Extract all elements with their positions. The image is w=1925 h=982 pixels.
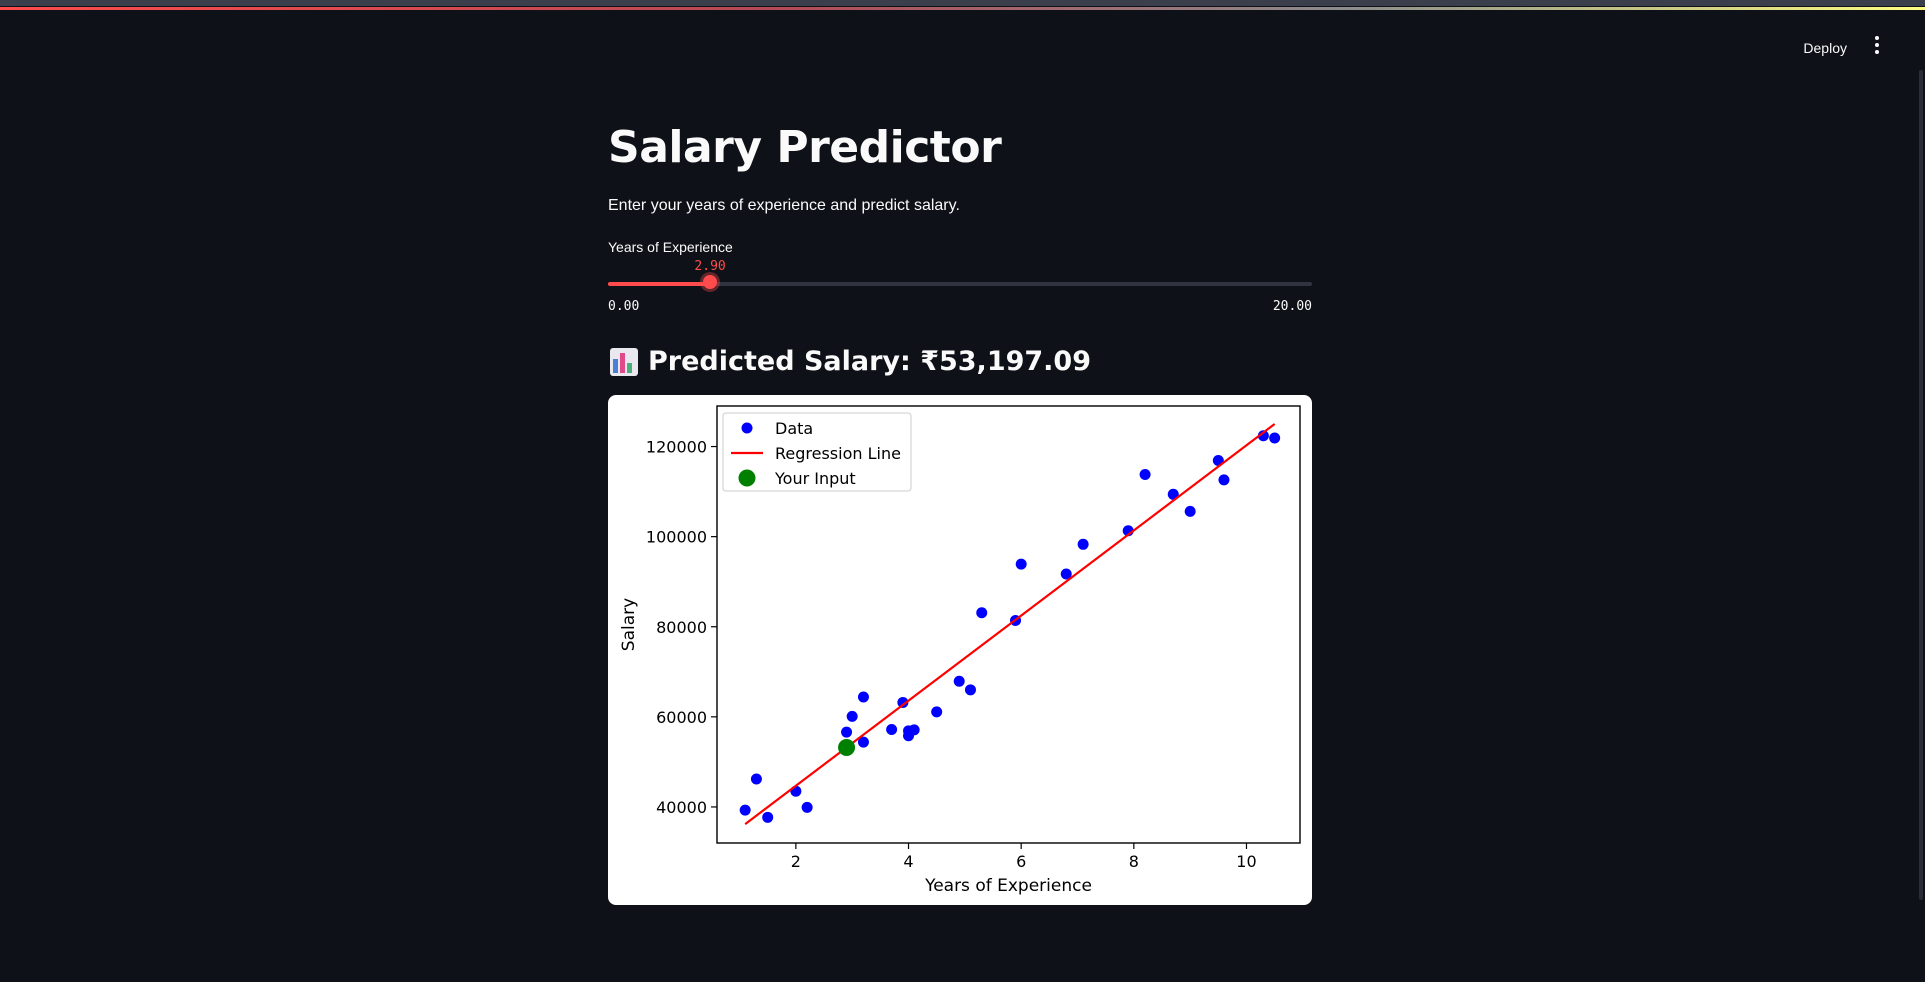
data-point: [1060, 568, 1072, 580]
predicted-salary-heading: Predicted Salary: ₹53,197.09: [610, 346, 1091, 377]
data-point: [1257, 430, 1269, 442]
deploy-button[interactable]: Deploy: [1803, 40, 1847, 56]
slider-current-value: 2.90: [694, 259, 726, 274]
data-point: [739, 804, 751, 816]
y-tick-label: 80000: [656, 618, 707, 637]
x-tick-label: 4: [903, 852, 913, 871]
page-subtitle: Enter your years of experience and predi…: [608, 197, 960, 214]
data-point: [1167, 488, 1179, 500]
top-gradient-line: [0, 7, 1925, 10]
slider-fill: [608, 282, 711, 286]
data-point: [908, 724, 920, 736]
data-point: [857, 736, 869, 748]
x-tick-label: 8: [1129, 852, 1139, 871]
data-point: [1269, 432, 1281, 444]
legend-swatch-marker: [741, 422, 753, 434]
data-point: [1218, 474, 1230, 486]
y-axis-label: Salary: [619, 598, 639, 651]
data-point: [1139, 468, 1151, 480]
vertical-ellipsis-icon[interactable]: [1867, 33, 1887, 57]
data-point: [762, 811, 774, 823]
x-axis-label: Years of Experience: [924, 876, 1092, 896]
y-tick-label: 40000: [656, 798, 707, 817]
experience-slider[interactable]: [608, 275, 1312, 289]
your-input-point: [838, 739, 856, 757]
data-point: [953, 675, 965, 687]
x-tick-label: 10: [1236, 852, 1256, 871]
data-point: [801, 801, 813, 813]
data-point: [1184, 505, 1196, 517]
data-point: [750, 773, 762, 785]
predicted-salary-text: Predicted Salary: ₹53,197.09: [648, 346, 1092, 377]
data-point: [886, 723, 898, 735]
y-tick-label: 120000: [646, 438, 707, 457]
slider-thumb[interactable]: [703, 275, 718, 289]
data-point: [931, 706, 943, 718]
data-point: [1077, 538, 1089, 550]
x-tick-label: 2: [791, 852, 801, 871]
slider-min-label: 0.00: [608, 299, 640, 314]
y-tick-label: 100000: [646, 528, 707, 547]
plot-frame: [716, 405, 1301, 844]
data-point: [846, 710, 858, 722]
legend-label: Your Input: [774, 469, 856, 488]
x-tick-label: 6: [1016, 852, 1026, 871]
top-header-strip: [0, 0, 1925, 6]
regression-line: [744, 423, 1276, 825]
chart-card: 2 4 6 8 10 40000 60000 80000 100000 120000 Years o…: [608, 395, 1312, 905]
legend-swatch-marker: [738, 469, 756, 487]
legend-label: Data: [775, 419, 813, 438]
y-tick-label: 60000: [656, 708, 707, 727]
slider-max-label: 20.00: [1272, 299, 1312, 314]
scrollbar[interactable]: [1919, 70, 1923, 900]
legend-box: [722, 412, 912, 492]
top-decoration-bar: [0, 0, 1925, 12]
data-point: [1015, 558, 1027, 570]
legend-label: Regression Line: [775, 444, 901, 463]
data-point: [976, 607, 988, 619]
slider-label: Years of Experience: [608, 239, 733, 255]
data-point: [841, 726, 853, 738]
page-title: Salary Predictor: [608, 122, 1002, 173]
data-point: [857, 691, 869, 703]
data-point: [964, 684, 976, 696]
salary-scatter-chart: 2 4 6 8 10 40000 60000 80000 100000 120000 Years o…: [619, 405, 1301, 896]
bar-chart-icon: [610, 347, 638, 376]
data-point: [897, 696, 909, 708]
